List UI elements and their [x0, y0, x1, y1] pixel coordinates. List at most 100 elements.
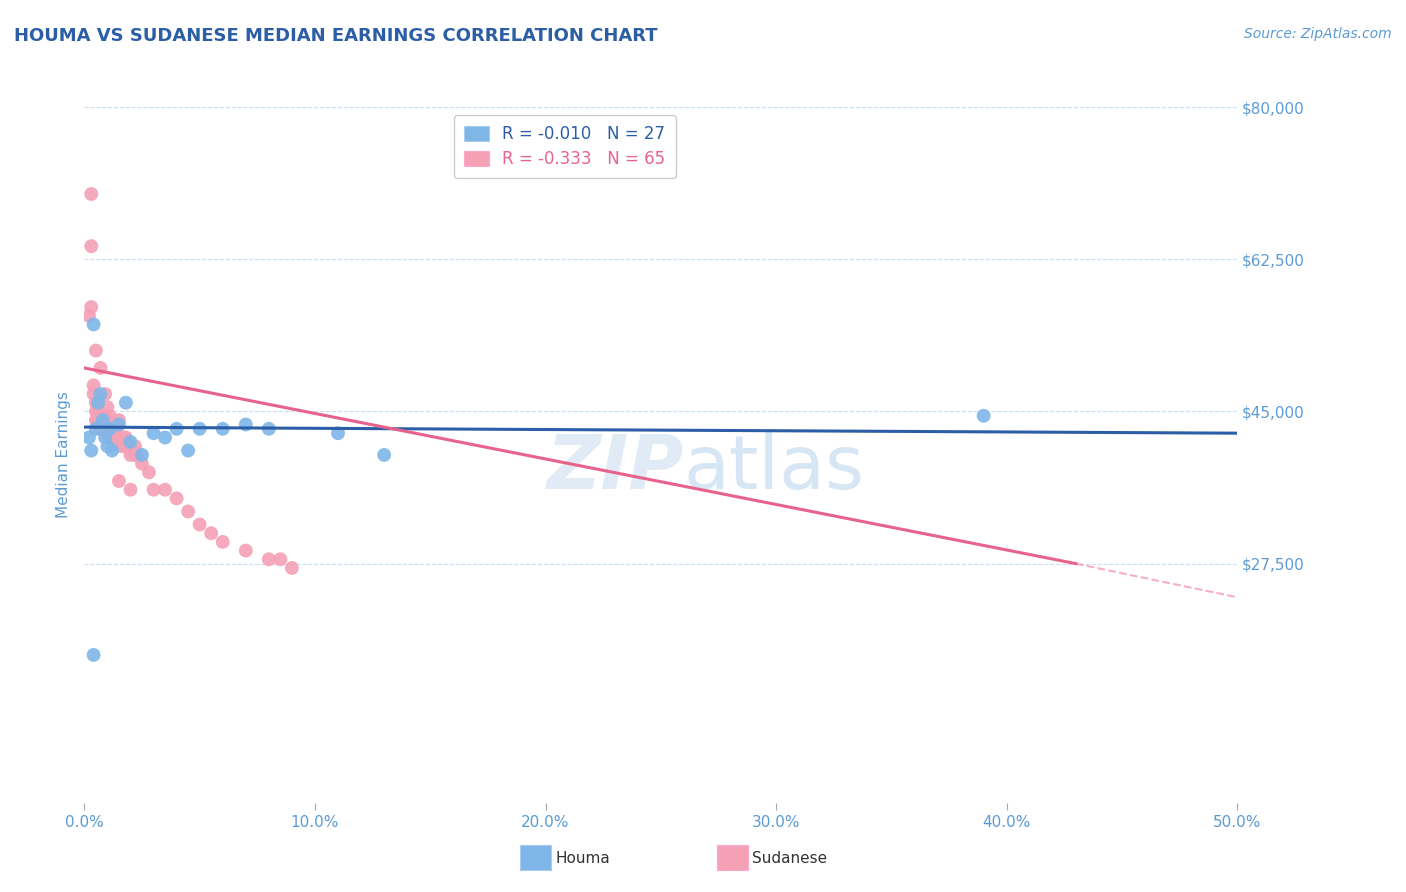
- Point: [177, 504, 200, 518]
- Point: [94, 413, 117, 427]
- Point: [101, 426, 124, 441]
- Point: [177, 443, 200, 458]
- Point: [103, 434, 125, 449]
- Point: [94, 431, 117, 445]
- Point: [83, 648, 105, 662]
- Point: [142, 426, 165, 441]
- Point: [121, 443, 143, 458]
- Point: [188, 517, 211, 532]
- Point: [84, 413, 107, 427]
- Point: [269, 552, 291, 566]
- Point: [108, 431, 131, 445]
- Text: ZIP: ZIP: [547, 433, 683, 506]
- Point: [91, 413, 114, 427]
- Text: Source: ZipAtlas.com: Source: ZipAtlas.com: [1244, 27, 1392, 41]
- Point: [120, 439, 142, 453]
- Point: [105, 431, 128, 445]
- Point: [84, 396, 107, 410]
- Text: Houma: Houma: [555, 851, 610, 865]
- Point: [115, 431, 138, 445]
- Point: [89, 422, 111, 436]
- Point: [117, 439, 139, 453]
- Point: [200, 526, 222, 541]
- Point: [96, 422, 118, 436]
- Point: [83, 387, 105, 401]
- Point: [142, 483, 165, 497]
- Point: [115, 439, 138, 453]
- Point: [120, 448, 142, 462]
- Point: [103, 426, 125, 441]
- Point: [166, 491, 188, 506]
- Point: [131, 448, 153, 462]
- Point: [87, 396, 110, 410]
- Point: [89, 361, 111, 376]
- Point: [112, 431, 135, 445]
- Point: [91, 417, 114, 432]
- Point: [80, 300, 103, 314]
- Point: [94, 387, 117, 401]
- Point: [89, 387, 111, 401]
- Point: [131, 457, 153, 471]
- Point: [110, 431, 132, 445]
- Point: [153, 431, 176, 445]
- Point: [77, 431, 100, 445]
- Point: [84, 404, 107, 418]
- Point: [87, 404, 110, 418]
- Point: [326, 426, 349, 441]
- Point: [98, 431, 121, 445]
- Point: [84, 422, 107, 436]
- Point: [211, 422, 233, 436]
- Point: [94, 422, 117, 436]
- Point: [973, 409, 995, 423]
- Y-axis label: Median Earnings: Median Earnings: [56, 392, 72, 518]
- Point: [105, 422, 128, 436]
- Point: [96, 426, 118, 441]
- Point: [89, 413, 111, 427]
- Point: [257, 422, 280, 436]
- Point: [120, 434, 142, 449]
- Point: [124, 448, 146, 462]
- Point: [80, 187, 103, 202]
- Point: [166, 422, 188, 436]
- Point: [108, 474, 131, 488]
- Point: [153, 483, 176, 497]
- Point: [110, 439, 132, 453]
- Point: [101, 422, 124, 436]
- Point: [281, 561, 304, 575]
- Point: [87, 417, 110, 432]
- Point: [124, 439, 146, 453]
- Point: [77, 309, 100, 323]
- Point: [96, 400, 118, 414]
- Point: [98, 409, 121, 423]
- Point: [87, 413, 110, 427]
- Point: [235, 417, 257, 432]
- Point: [84, 343, 107, 358]
- Text: Sudanese: Sudanese: [752, 851, 827, 865]
- Point: [108, 417, 131, 432]
- Point: [80, 443, 103, 458]
- Point: [188, 422, 211, 436]
- Point: [257, 552, 280, 566]
- Point: [96, 439, 118, 453]
- Point: [80, 239, 103, 253]
- Point: [235, 543, 257, 558]
- Point: [83, 318, 105, 332]
- Point: [101, 431, 124, 445]
- Point: [108, 413, 131, 427]
- Point: [91, 422, 114, 436]
- Point: [98, 422, 121, 436]
- Text: HOUMA VS SUDANESE MEDIAN EARNINGS CORRELATION CHART: HOUMA VS SUDANESE MEDIAN EARNINGS CORREL…: [14, 27, 658, 45]
- Point: [115, 396, 138, 410]
- Text: atlas: atlas: [683, 433, 865, 506]
- Point: [211, 535, 233, 549]
- Point: [127, 448, 149, 462]
- Point: [120, 483, 142, 497]
- Point: [91, 409, 114, 423]
- Point: [96, 413, 118, 427]
- Point: [101, 417, 124, 432]
- Point: [138, 466, 160, 480]
- Point: [373, 448, 395, 462]
- Legend: R = -0.010   N = 27, R = -0.333   N = 65: R = -0.010 N = 27, R = -0.333 N = 65: [454, 115, 675, 178]
- Point: [83, 378, 105, 392]
- Point: [101, 443, 124, 458]
